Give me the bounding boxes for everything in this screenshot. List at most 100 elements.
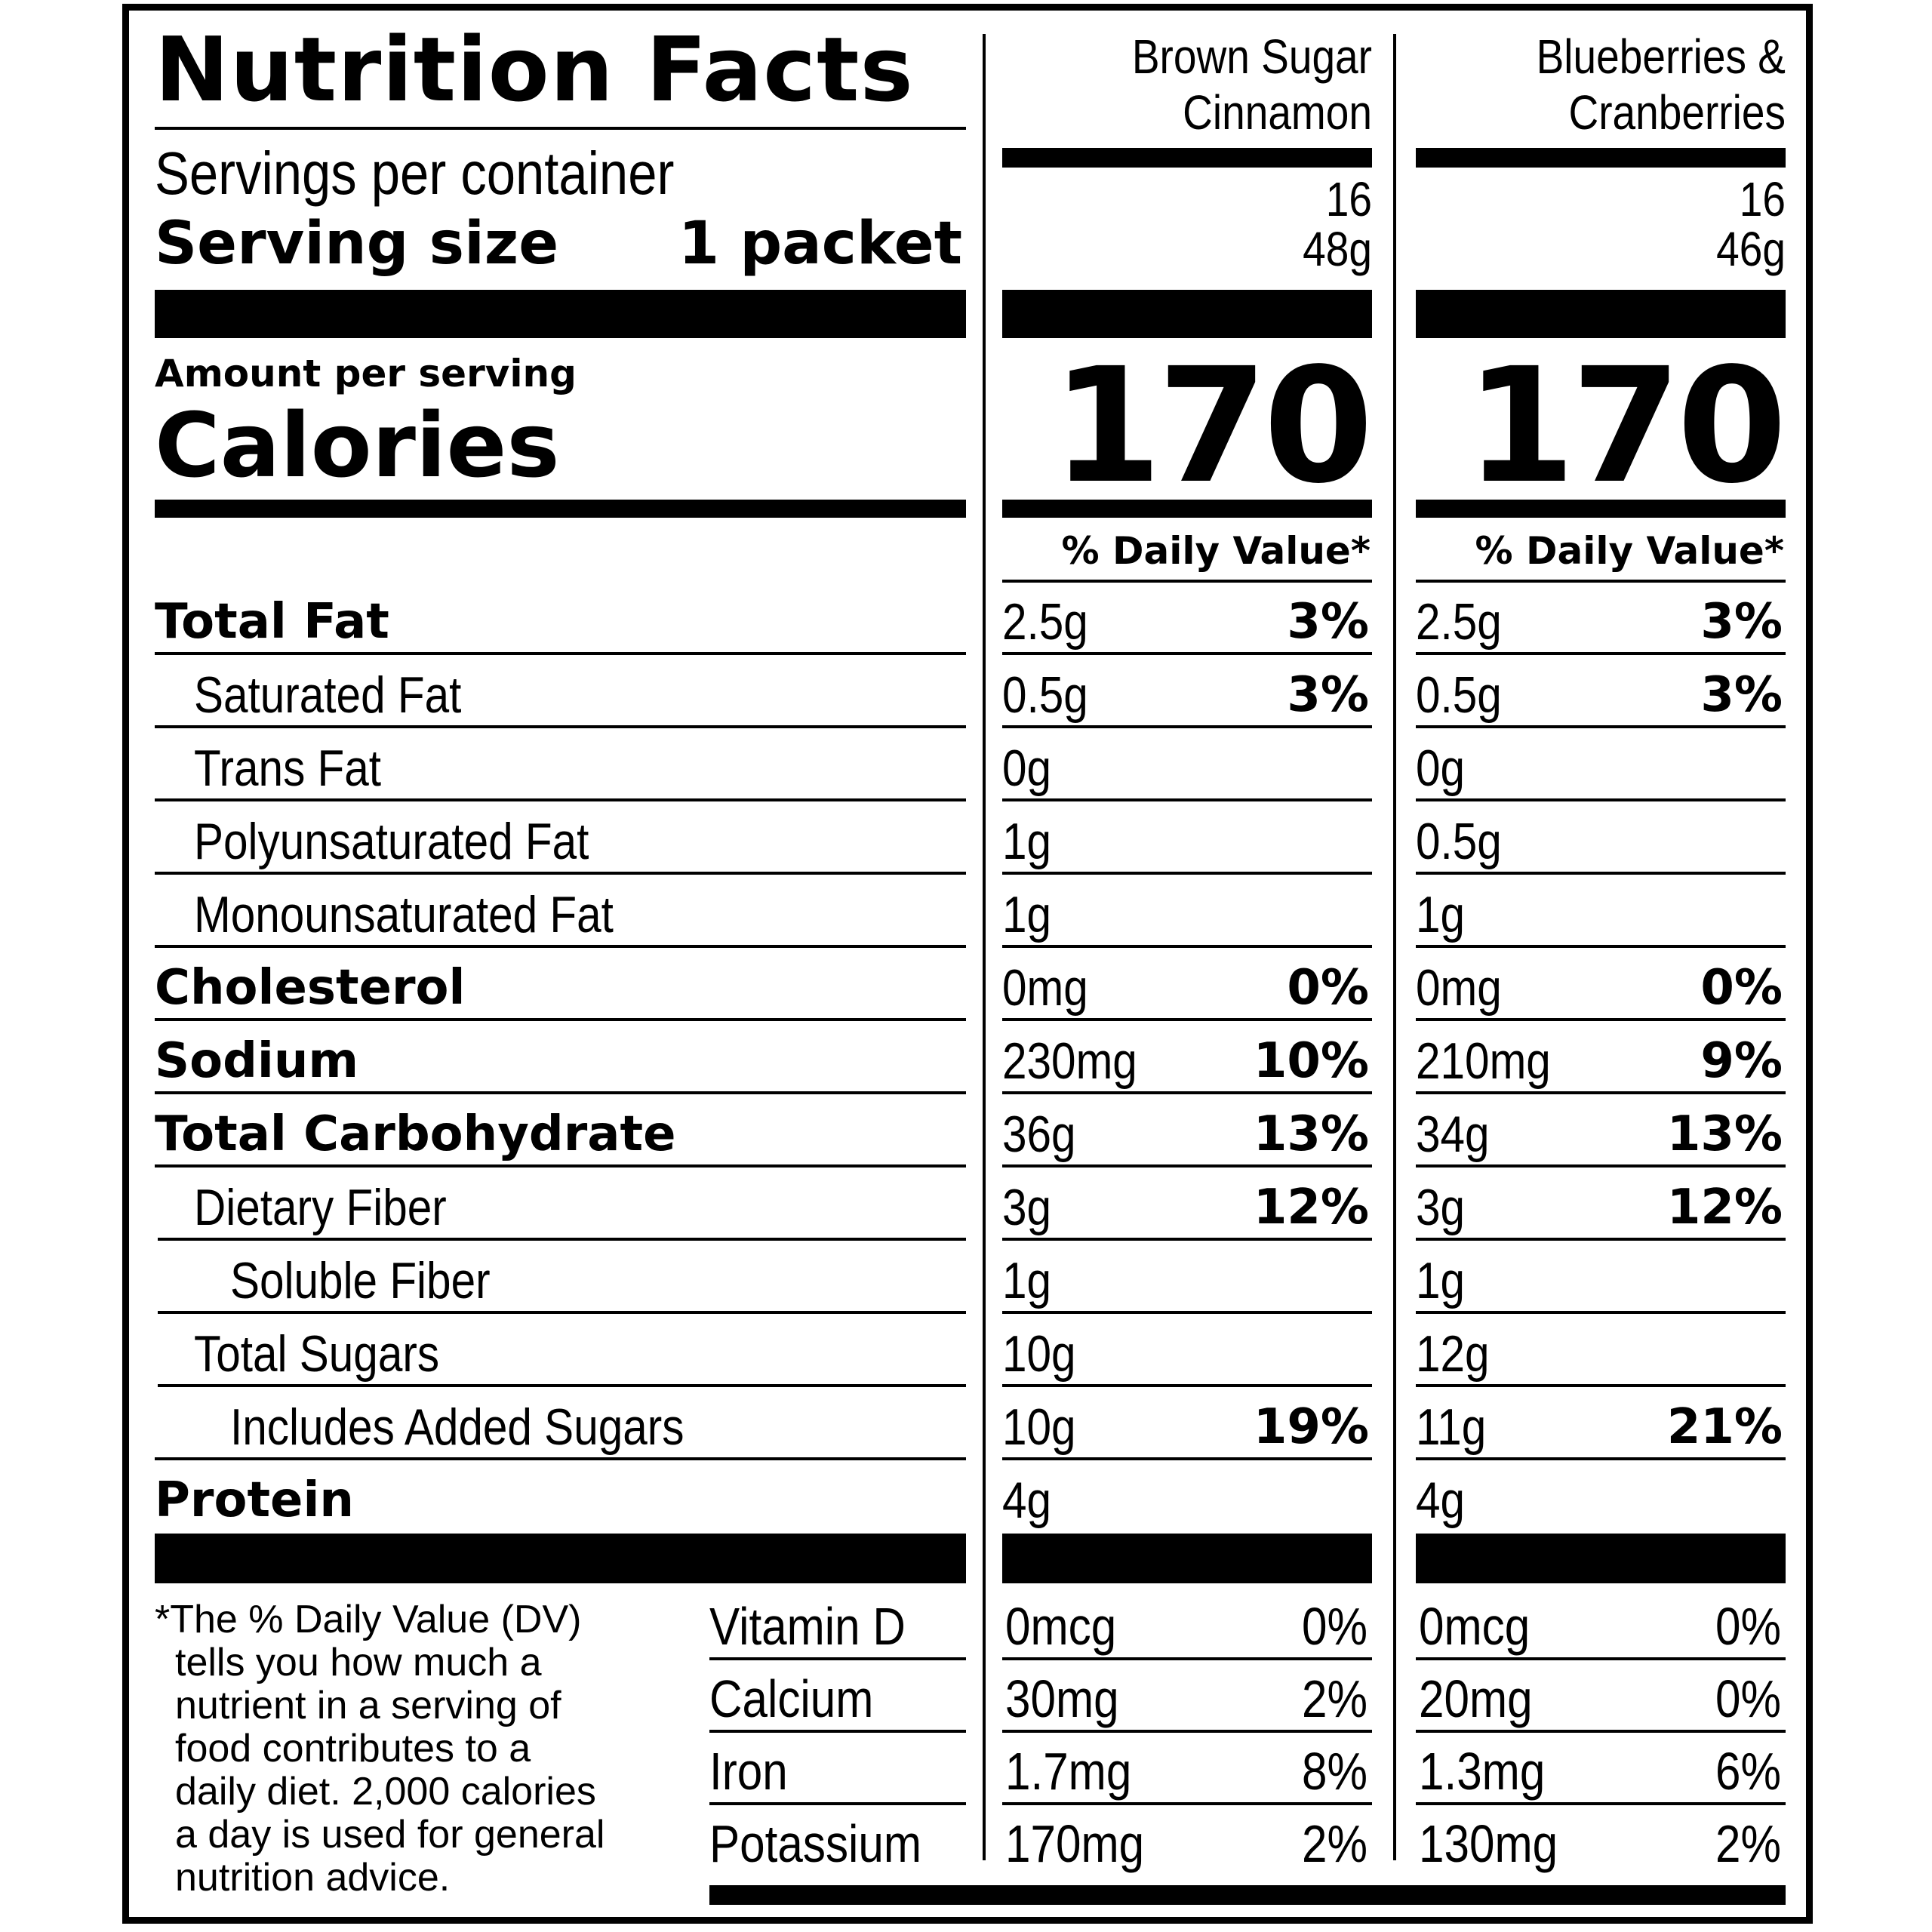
product-name-line1: Blueberries &	[1536, 29, 1786, 84]
product-calories: 170	[1051, 334, 1374, 518]
monounsaturated-fat-label: Monounsaturated Fat	[194, 886, 614, 943]
calcium-amount: 30mg	[1005, 1669, 1119, 1728]
vitamins-top-bar	[155, 1534, 966, 1583]
soluble-fiber-rule	[1416, 1311, 1786, 1314]
footnote-line: daily diet. 2,000 calories	[175, 1770, 596, 1814]
serving-size-value: 1 packet	[678, 210, 962, 278]
calories-bar	[155, 500, 966, 518]
monounsaturated-fat-rule	[1416, 945, 1786, 948]
sodium-amount: 210mg	[1416, 1032, 1551, 1090]
dietary-fiber-daily-value: 12%	[1253, 1180, 1369, 1235]
calcium-daily-value: 0%	[1715, 1669, 1781, 1728]
total-sugars-amount: 12g	[1416, 1325, 1490, 1383]
dietary-fiber-rule	[158, 1238, 966, 1241]
title-rule	[155, 127, 966, 130]
total-fat-amount: 2.5g	[1002, 593, 1088, 651]
added-sugars-rule	[1002, 1457, 1372, 1460]
total-fat-daily-value: 3%	[1700, 594, 1783, 650]
calcium-rule	[1416, 1730, 1786, 1733]
polyunsaturated-fat-amount: 1g	[1002, 813, 1052, 870]
iron-daily-value: 8%	[1301, 1742, 1367, 1801]
column-divider	[1393, 34, 1396, 1860]
total-carbohydrate-daily-value: 13%	[1666, 1106, 1783, 1162]
polyunsaturated-fat-rule	[1002, 872, 1372, 875]
iron-daily-value: 6%	[1715, 1742, 1781, 1801]
total-carbohydrate-rule	[155, 1164, 966, 1168]
potassium-daily-value: 2%	[1301, 1814, 1367, 1873]
vitamin-d-daily-value: 0%	[1301, 1597, 1367, 1656]
potassium-amount: 170mg	[1005, 1814, 1145, 1873]
serving-size-bar	[1416, 290, 1786, 338]
daily-value-header: % Daily Value*	[1475, 529, 1784, 573]
polyunsaturated-fat-rule	[1416, 872, 1786, 875]
sodium-daily-value: 10%	[1253, 1033, 1369, 1089]
total-carbohydrate-rule	[1416, 1164, 1786, 1168]
total-carbohydrate-amount: 34g	[1416, 1106, 1490, 1163]
added-sugars-daily-value: 21%	[1666, 1399, 1783, 1455]
added-sugars-daily-value: 19%	[1253, 1399, 1369, 1455]
calcium-amount: 20mg	[1419, 1669, 1533, 1728]
servings-per-container-label: Servings per container	[155, 140, 675, 207]
added-sugars-label: Includes Added Sugars	[230, 1398, 685, 1456]
saturated-fat-daily-value: 3%	[1287, 667, 1369, 723]
dietary-fiber-rule	[1002, 1238, 1372, 1241]
added-sugars-amount: 11g	[1416, 1398, 1487, 1456]
vitamin-d-daily-value: 0%	[1715, 1597, 1781, 1656]
cholesterol-amount: 0mg	[1002, 959, 1088, 1017]
serving-size-bar	[1002, 290, 1372, 338]
saturated-fat-rule	[1416, 725, 1786, 728]
dietary-fiber-label: Dietary Fiber	[194, 1179, 447, 1236]
sodium-daily-value: 9%	[1700, 1033, 1783, 1089]
calcium-label: Calcium	[709, 1669, 874, 1728]
bottom-bar	[709, 1885, 1786, 1905]
total-sugars-rule	[1002, 1384, 1372, 1387]
dietary-fiber-amount: 3g	[1002, 1179, 1052, 1236]
calories-bar	[1416, 500, 1786, 518]
dietary-fiber-rule	[1416, 1238, 1786, 1241]
sodium-rule	[155, 1091, 966, 1094]
monounsaturated-fat-rule	[155, 945, 966, 948]
dietary-fiber-amount: 3g	[1416, 1179, 1466, 1236]
polyunsaturated-fat-amount: 0.5g	[1416, 813, 1502, 870]
vitamin-d-amount: 0mcg	[1419, 1597, 1531, 1656]
calories-bar	[1002, 500, 1372, 518]
trans-fat-rule	[1002, 798, 1372, 801]
cholesterol-daily-value: 0%	[1700, 960, 1783, 1016]
potassium-label: Potassium	[709, 1814, 922, 1873]
added-sugars-amount: 10g	[1002, 1398, 1076, 1456]
soluble-fiber-amount: 1g	[1002, 1252, 1052, 1309]
soluble-fiber-amount: 1g	[1416, 1252, 1466, 1309]
iron-rule	[709, 1802, 966, 1805]
column-divider	[983, 34, 986, 1860]
polyunsaturated-fat-label: Polyunsaturated Fat	[194, 813, 589, 870]
potassium-amount: 130mg	[1419, 1814, 1558, 1873]
iron-label: Iron	[709, 1742, 788, 1801]
trans-fat-label: Trans Fat	[194, 740, 382, 797]
polyunsaturated-fat-rule	[155, 872, 966, 875]
iron-amount: 1.3mg	[1419, 1742, 1546, 1801]
total-carbohydrate-rule	[1002, 1164, 1372, 1168]
sodium-rule	[1416, 1091, 1786, 1094]
product-name-line1: Brown Sugar	[1131, 29, 1372, 84]
trans-fat-amount: 0g	[1002, 740, 1052, 797]
product-name-line2: Cranberries	[1568, 85, 1786, 140]
calcium-rule	[709, 1730, 966, 1733]
total-fat-label: Total Fat	[155, 594, 389, 650]
cholesterol-amount: 0mg	[1416, 959, 1502, 1017]
trans-fat-rule	[155, 798, 966, 801]
vitamin-d-rule	[1416, 1657, 1786, 1660]
monounsaturated-fat-amount: 1g	[1002, 886, 1052, 943]
total-sugars-rule	[158, 1384, 966, 1387]
soluble-fiber-rule	[1002, 1311, 1372, 1314]
trans-fat-rule	[1416, 798, 1786, 801]
total-fat-rule	[1002, 652, 1372, 655]
footnote-line: nutrient in a serving of	[175, 1684, 561, 1727]
saturated-fat-amount: 0.5g	[1416, 666, 1502, 724]
protein-amount: 4g	[1002, 1472, 1052, 1529]
soluble-fiber-rule	[158, 1311, 966, 1314]
panel-title: Nutrition Facts	[155, 17, 914, 122]
product-serving-size: 46g	[1716, 222, 1786, 276]
cholesterol-rule	[1002, 1018, 1372, 1021]
total-fat-amount: 2.5g	[1416, 593, 1502, 651]
iron-amount: 1.7mg	[1005, 1742, 1132, 1801]
